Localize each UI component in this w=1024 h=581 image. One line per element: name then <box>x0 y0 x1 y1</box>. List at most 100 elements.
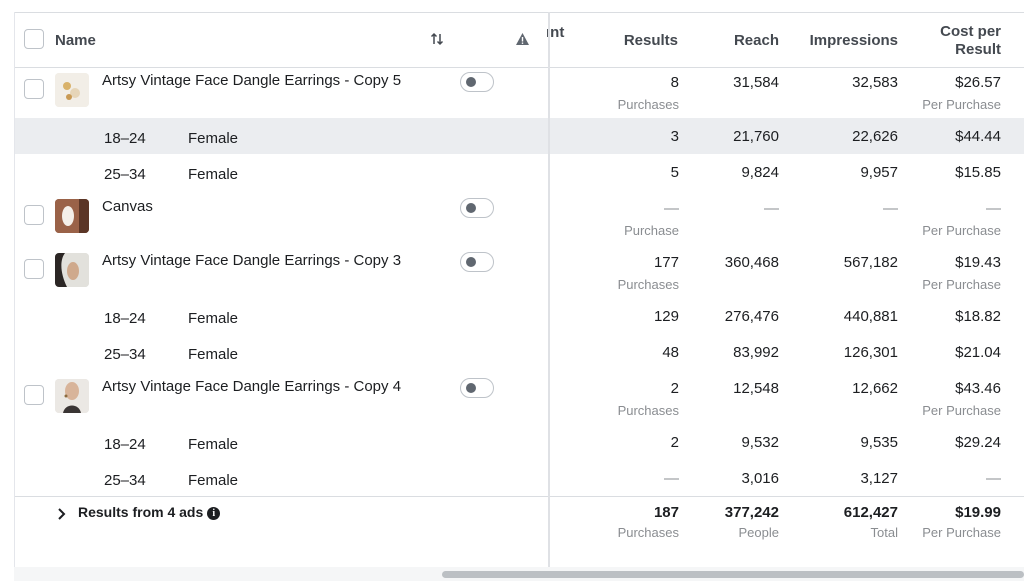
ad-thumbnail <box>55 73 89 107</box>
ad-status-toggle[interactable] <box>460 72 494 92</box>
ad-name[interactable]: Canvas <box>102 198 153 215</box>
age-breakdown: 25–34 <box>104 346 146 363</box>
age-breakdown: 18–24 <box>104 436 146 453</box>
cost-value: $15.85 <box>955 164 1001 181</box>
horizontal-scrollbar-thumb[interactable] <box>442 571 1024 578</box>
total-results-value: 187 <box>653 504 679 521</box>
results-value: 2 <box>670 380 679 397</box>
age-breakdown: 18–24 <box>104 310 146 327</box>
total-cost-unit: Per Purchase <box>922 525 1001 540</box>
totals-label-row[interactable]: Results from 4 ads i <box>78 504 221 520</box>
impressions-value: 9,535 <box>860 434 898 451</box>
cost-value: $29.24 <box>955 434 1001 451</box>
sort-icon[interactable] <box>430 31 444 52</box>
cost-value: $26.57 <box>955 74 1001 91</box>
reach-value: 360,468 <box>724 254 779 271</box>
gender-breakdown: Female <box>188 346 239 363</box>
age-breakdown: 18–24 <box>104 130 146 147</box>
column-header-truncated[interactable]: ınt <box>546 24 565 41</box>
cost-value: — <box>986 200 1001 217</box>
results-value: 48 <box>662 344 679 361</box>
ad-name[interactable]: Artsy Vintage Face Dangle Earrings - Cop… <box>102 378 402 395</box>
frozen-column-divider <box>548 12 550 567</box>
reach-value: 276,476 <box>724 308 779 325</box>
age-breakdown: 25–34 <box>104 472 146 489</box>
ad-name[interactable]: Artsy Vintage Face Dangle Earrings - Cop… <box>102 72 402 89</box>
cost-header-line1: Cost per <box>940 23 1001 40</box>
table-top-border <box>14 12 1024 13</box>
column-header-results[interactable]: Results <box>623 32 678 49</box>
total-results-unit: Purchases <box>617 525 679 540</box>
total-impressions-value: 612,427 <box>843 504 898 521</box>
column-header-impressions[interactable]: Impressions <box>809 32 898 49</box>
reach-value: 3,016 <box>741 470 779 487</box>
select-all-checkbox[interactable] <box>24 29 44 49</box>
impressions-value: 3,127 <box>860 470 898 487</box>
gender-breakdown: Female <box>188 310 239 327</box>
reach-value: 83,992 <box>733 344 779 361</box>
cost-unit: Per Purchase <box>922 97 1001 112</box>
ad-status-toggle[interactable] <box>460 252 494 272</box>
results-value: 2 <box>670 434 679 451</box>
reach-value: 21,760 <box>733 128 779 145</box>
ad-name[interactable]: Artsy Vintage Face Dangle Earrings - Cop… <box>102 252 402 269</box>
ad-thumbnail <box>55 253 89 287</box>
cost-unit: Per Purchase <box>922 403 1001 418</box>
total-reach-value: 377,242 <box>724 504 779 521</box>
cost-value: $19.43 <box>955 254 1001 271</box>
results-unit: Purchases <box>617 403 679 418</box>
cost-value: $18.82 <box>955 308 1001 325</box>
row-checkbox[interactable] <box>24 205 44 225</box>
results-unit: Purchases <box>617 97 679 112</box>
results-value: 177 <box>653 254 679 271</box>
impressions-value: — <box>883 200 898 217</box>
row-checkbox[interactable] <box>24 259 44 279</box>
row-checkbox[interactable] <box>24 79 44 99</box>
column-header-reach[interactable]: Reach <box>733 32 779 49</box>
age-breakdown: 25–34 <box>104 166 146 183</box>
totals-divider <box>15 496 1024 497</box>
column-header-name[interactable]: Name <box>55 32 96 49</box>
reach-value: 31,584 <box>733 74 779 91</box>
impressions-value: 9,957 <box>860 164 898 181</box>
ad-thumbnail <box>55 199 89 233</box>
chevron-right-icon[interactable] <box>57 507 67 526</box>
ad-status-toggle[interactable] <box>460 378 494 398</box>
hovered-row-highlight <box>15 118 1024 154</box>
results-value: — <box>664 200 679 217</box>
gender-breakdown: Female <box>188 130 239 147</box>
cost-header-line2: Result <box>955 41 1001 58</box>
warning-icon[interactable] <box>515 32 530 51</box>
total-cost-value: $19.99 <box>955 504 1001 521</box>
ad-status-toggle[interactable] <box>460 198 494 218</box>
impressions-value: 12,662 <box>852 380 898 397</box>
impressions-value: 32,583 <box>852 74 898 91</box>
impressions-value: 22,626 <box>852 128 898 145</box>
cost-value: $21.04 <box>955 344 1001 361</box>
cost-value: — <box>986 470 1001 487</box>
impressions-value: 567,182 <box>843 254 898 271</box>
reach-value: 12,548 <box>733 380 779 397</box>
totals-label: Results from 4 ads <box>78 504 204 520</box>
row-checkbox[interactable] <box>24 385 44 405</box>
cost-value: $43.46 <box>955 380 1001 397</box>
impressions-value: 440,881 <box>843 308 898 325</box>
results-value: 129 <box>653 308 679 325</box>
ad-thumbnail <box>55 379 89 413</box>
reach-value: 9,824 <box>741 164 779 181</box>
total-impressions-unit: Total <box>870 525 898 540</box>
results-unit: Purchase <box>624 223 679 238</box>
results-unit: Purchases <box>617 277 679 292</box>
gender-breakdown: Female <box>188 436 239 453</box>
info-icon[interactable]: i <box>207 506 221 520</box>
total-reach-unit: People <box>738 525 779 540</box>
column-header-cost-per-result[interactable]: Cost per Result <box>940 23 1001 59</box>
results-value: 8 <box>670 74 679 91</box>
table-left-border <box>14 12 15 567</box>
results-value: — <box>664 470 679 487</box>
impressions-value: 126,301 <box>843 344 898 361</box>
cost-unit: Per Purchase <box>922 277 1001 292</box>
results-value: 3 <box>670 128 679 145</box>
results-value: 5 <box>670 164 679 181</box>
